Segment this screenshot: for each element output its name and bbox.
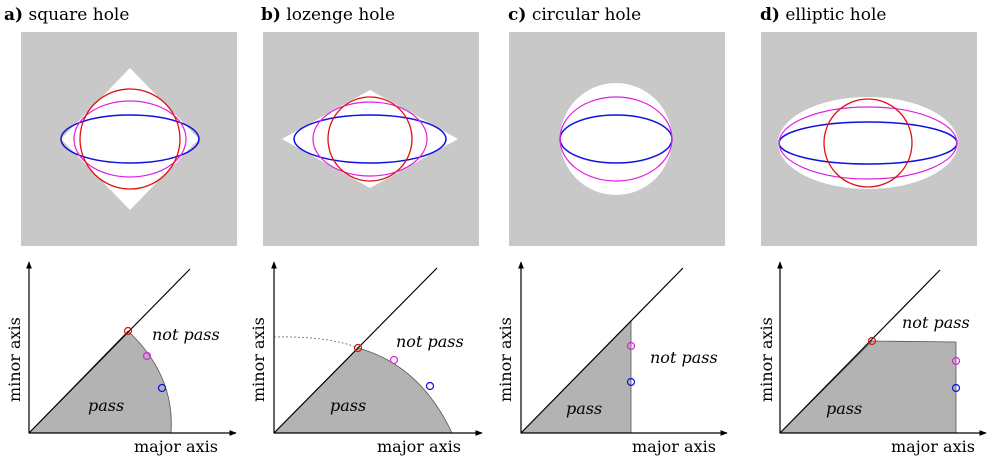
panel-c: c) circular hole pass not pass major axi… — [496, 5, 728, 456]
not-pass-label: not pass — [650, 348, 718, 367]
diagonal-line — [520, 267, 684, 434]
panel-b: b) lozenge hole pass not pass major axis… — [249, 5, 483, 456]
red-marker — [123, 326, 133, 336]
red-marker — [867, 336, 877, 346]
pass-region — [273, 347, 453, 434]
pass-label: pass — [88, 396, 124, 415]
blue-marker — [951, 383, 961, 393]
medium-ellipse — [778, 106, 958, 180]
elliptic-hole — [778, 97, 958, 189]
magenta-marker — [389, 355, 399, 365]
pass-region — [28, 330, 172, 434]
round-circle — [823, 98, 913, 188]
pass-label: pass — [566, 399, 602, 418]
panel-b-title: b) lozenge hole — [261, 5, 395, 25]
y-axis-label: minor axis — [5, 317, 24, 402]
round-circle — [327, 96, 413, 182]
panel-a-title: a) square hole — [4, 5, 129, 25]
medium-ellipse — [559, 96, 673, 182]
flat-ellipse — [60, 114, 200, 164]
blue-marker — [425, 381, 435, 391]
not-pass-label: not pass — [396, 332, 464, 351]
magenta-marker — [142, 351, 152, 361]
diagonal-line — [28, 268, 191, 434]
magenta-marker — [951, 356, 961, 366]
pass-region — [779, 340, 957, 434]
panel-d-title: d) elliptic hole — [760, 5, 886, 25]
lozenge-hole — [282, 90, 458, 188]
pass-label: pass — [330, 396, 366, 415]
y-axis-label: minor axis — [757, 317, 776, 402]
panel-d: d) elliptic hole pass not pass major axi… — [757, 5, 987, 456]
dotted-guide — [273, 336, 359, 349]
y-axis-label: minor axis — [249, 317, 268, 402]
blue-marker — [157, 383, 167, 393]
medium-ellipse — [73, 100, 187, 178]
red-marker — [353, 343, 363, 353]
pass-label: pass — [826, 399, 862, 418]
x-axis-label: major axis — [632, 437, 716, 456]
y-axis-label: minor axis — [496, 317, 515, 402]
circular-hole — [560, 83, 672, 195]
x-axis-label: major axis — [377, 437, 461, 456]
blue-marker — [626, 377, 636, 387]
flat-ellipse — [293, 114, 447, 164]
magenta-marker — [626, 341, 636, 351]
x-axis-label: major axis — [891, 437, 975, 456]
round-circle — [79, 88, 181, 190]
not-pass-label: not pass — [902, 313, 970, 332]
panel-c-title: c) circular hole — [508, 5, 641, 25]
diagonal-line — [779, 269, 941, 434]
not-pass-label: not pass — [152, 325, 220, 344]
x-axis-label: major axis — [134, 437, 218, 456]
medium-ellipse — [312, 101, 428, 177]
panel-a: a) square hole pass not pass major axis … — [4, 5, 237, 456]
